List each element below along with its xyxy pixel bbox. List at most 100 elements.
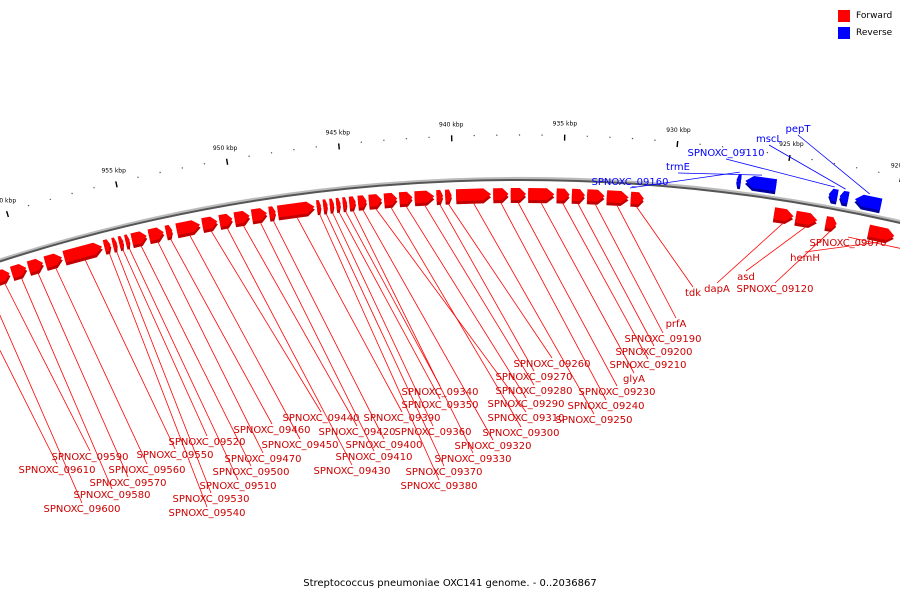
gene-label-spnoxc-09370: SPNOXC_09370 <box>405 467 482 478</box>
minor-tick <box>496 135 497 136</box>
gene-label-spnoxc-09410: SPNOXC_09410 <box>335 452 412 463</box>
gene-label-spnoxc-09270: SPNOXC_09270 <box>495 372 572 383</box>
minor-tick <box>71 193 72 194</box>
gene-label-glya: glyA <box>623 374 645 385</box>
minor-tick <box>159 172 160 173</box>
leader-line-spnoxc-09240 <box>501 203 606 400</box>
gene-label-spnoxc-09550: SPNOXC_09550 <box>136 450 213 461</box>
gene-label-dapa: dapA <box>704 284 730 295</box>
leader-line-spnoxc-09590 <box>5 284 90 451</box>
gene-label-spnoxc-09580: SPNOXC_09580 <box>73 490 150 501</box>
gene-arrow-spnoxc-09560 <box>44 254 63 268</box>
gene-arrow-spnoxc-09530 <box>111 238 117 250</box>
gene-label-spnoxc-09390: SPNOXC_09390 <box>363 413 440 424</box>
scale-tick-label: 950 kbp <box>213 145 238 152</box>
gene-arrow-spnoxc-09510 <box>124 234 130 246</box>
minor-tick <box>204 163 205 164</box>
leader-line-spnoxc-09450 <box>190 236 300 439</box>
leader-line-spnoxc-09200 <box>578 204 654 346</box>
leader-line-spnoxc-09390 <box>297 218 402 412</box>
gene-arrow-spnoxc-09160 <box>737 174 742 186</box>
leader-line-tdk <box>637 207 693 287</box>
major-tick <box>789 155 790 161</box>
gene-label-spnoxc-09470: SPNOXC_09470 <box>224 454 301 465</box>
gene-label-spnoxc-09540: SPNOXC_09540 <box>168 508 245 519</box>
gene-label-spnoxc-09320: SPNOXC_09320 <box>454 441 531 452</box>
leader-line-spnoxc-09460 <box>171 240 272 424</box>
minor-tick <box>519 134 520 135</box>
minor-tick <box>767 152 768 153</box>
forward-swatch-icon <box>838 10 850 22</box>
minor-tick <box>632 138 633 139</box>
minor-tick <box>361 142 362 143</box>
gene-label-spnoxc-09450: SPNOXC_09450 <box>261 440 338 451</box>
gene-label-spnoxc-09360: SPNOXC_09360 <box>394 427 471 438</box>
minor-tick <box>609 137 610 138</box>
gene-label-spnoxc-09250: SPNOXC_09250 <box>555 415 632 426</box>
gene-label-spnoxc-09600: SPNOXC_09600 <box>43 504 120 515</box>
minor-tick <box>383 140 384 141</box>
major-tick <box>339 143 340 149</box>
gene-label-spnoxc-09230: SPNOXC_09230 <box>578 387 655 398</box>
minor-tick <box>248 156 249 157</box>
gene-label-spnoxc-09430: SPNOXC_09430 <box>313 466 390 477</box>
scale-tick-label: 955 kbp <box>101 168 126 175</box>
gene-label-spnoxc-09110: SPNOXC_09110 <box>687 148 764 159</box>
gene-label-spnoxc-09120: SPNOXC_09120 <box>736 284 813 295</box>
gene-label-spnoxc-09460: SPNOXC_09460 <box>233 425 310 436</box>
leader-line-spnoxc-09550 <box>85 260 175 449</box>
minor-tick <box>93 187 94 188</box>
minor-tick <box>699 144 700 145</box>
gene-label-spnoxc-09420: SPNOXC_09420 <box>318 427 395 438</box>
gene-label-asd: asd <box>737 272 755 283</box>
gene-label-spnoxc-09200: SPNOXC_09200 <box>615 347 692 358</box>
gene-label-spnoxc-09570: SPNOXC_09570 <box>89 478 166 489</box>
gene-label-spnoxc-09340: SPNOXC_09340 <box>401 387 478 398</box>
minor-tick <box>182 167 183 168</box>
gene-label-mscl: mscL <box>756 134 782 145</box>
major-tick <box>227 159 228 165</box>
gene-label-spnoxc-09290: SPNOXC_09290 <box>487 399 564 410</box>
leader-line-mscl <box>769 145 846 189</box>
minor-tick <box>316 146 317 147</box>
gene-label-spnoxc-09500: SPNOXC_09500 <box>212 467 289 478</box>
scale-tick-label: 930 kbp <box>666 127 691 134</box>
gene-label-spnoxc-09210: SPNOXC_09210 <box>609 360 686 371</box>
leader-line-pept <box>798 135 870 194</box>
minor-tick <box>587 136 588 137</box>
minor-tick <box>50 199 51 200</box>
legend-item-reverse: Reverse <box>838 25 892 40</box>
minor-tick <box>474 135 475 136</box>
scale-tick-label: 935 kbp <box>553 121 578 128</box>
gene-label-spnoxc-09160: SPNOXC_09160 <box>591 177 668 188</box>
leader-line-spnoxc-09190 <box>596 205 664 333</box>
gene-arrow-pept <box>855 195 882 211</box>
gene-label-spnoxc-09380: SPNOXC_09380 <box>400 481 477 492</box>
leader-line-spnoxc-09400 <box>274 221 384 439</box>
minor-tick <box>271 152 272 153</box>
minor-tick <box>811 159 812 160</box>
leader-line-spnoxc-09420 <box>244 226 357 426</box>
gene-label-spnoxc-09510: SPNOXC_09510 <box>199 481 276 492</box>
gene-label-spnoxc-09440: SPNOXC_09440 <box>282 413 359 424</box>
leader-line-spnoxc-09440 <box>212 232 322 412</box>
leader-line-spnoxc-09260 <box>449 205 552 359</box>
gene-arrow-spnoxc-09450 <box>175 220 200 235</box>
strand-legend: Forward Reverse <box>838 8 892 42</box>
reverse-swatch-icon <box>838 27 850 39</box>
genes-layer <box>0 174 900 298</box>
gene-label-spnoxc-09530: SPNOXC_09530 <box>172 494 249 505</box>
gene-label-spnoxc-09070: SPNOXC_09070 <box>809 238 886 249</box>
leader-line-spnoxc-09610 <box>0 295 57 464</box>
gene-label-spnoxc-09280: SPNOXC_09280 <box>495 386 572 397</box>
minor-tick <box>428 137 429 138</box>
gene-label-spnoxc-09350: SPNOXC_09350 <box>401 400 478 411</box>
minor-tick <box>28 205 29 206</box>
legend-label-reverse: Reverse <box>856 28 892 38</box>
gene-label-spnoxc-09330: SPNOXC_09330 <box>434 454 511 465</box>
leader-line-spnoxc-09270 <box>440 205 534 371</box>
scale-tick-label: 920 kbp <box>891 162 900 169</box>
scale-tick-label: 960 kbp <box>0 198 16 205</box>
gene-label-spnoxc-09400: SPNOXC_09400 <box>345 440 422 451</box>
